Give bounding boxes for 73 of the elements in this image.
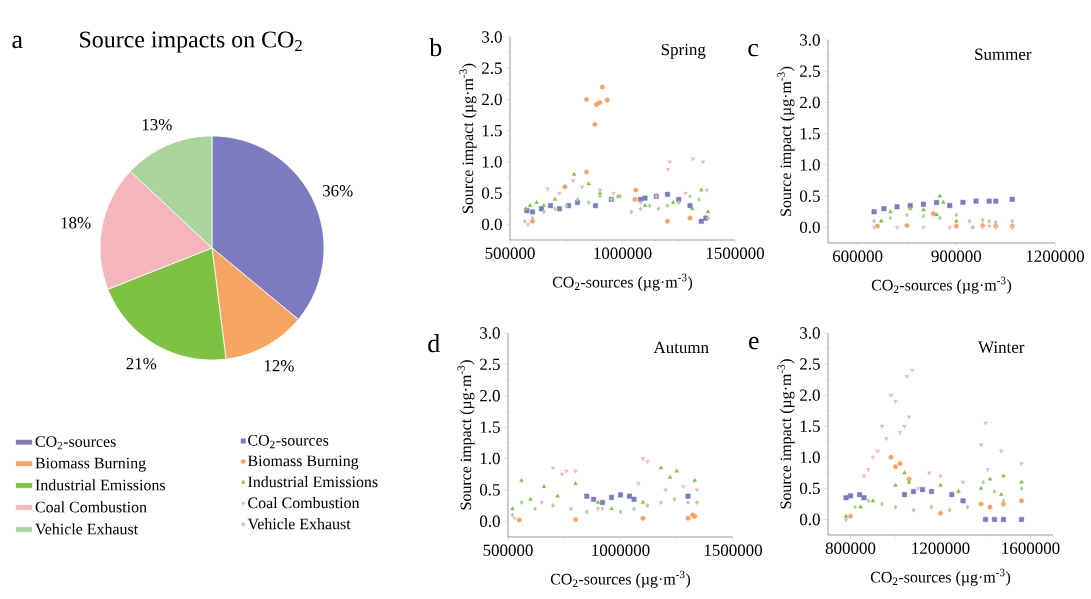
- y-tick-label: 2.5: [482, 62, 502, 74]
- legend-label: Vehicle Exhaust: [247, 518, 351, 530]
- x-tick-label: 1600000: [1002, 542, 1060, 554]
- x-tick-label: 1500000: [704, 544, 763, 556]
- y-axis-title: Source impact (µg·m$^{-3}$): [777, 359, 795, 509]
- data-label: 21%: [126, 357, 157, 370]
- y-tick-label: 2.0: [482, 93, 502, 106]
- chart-title: Spring: [661, 43, 706, 59]
- chart-title: Autumn: [653, 341, 709, 354]
- y-tick-label: 0.0: [479, 515, 500, 528]
- y-tick-label: 1.5: [800, 420, 820, 432]
- y-tick-label: 2.5: [800, 358, 820, 370]
- x-tick-label: 1200000: [1026, 250, 1085, 262]
- data-label: 36%: [322, 185, 353, 197]
- legend-label: Biomass Burning: [35, 457, 146, 472]
- y-tick-label: 1.0: [482, 156, 502, 168]
- y-tick-label: 0.5: [479, 484, 500, 496]
- chart-title: Summer: [975, 48, 1032, 61]
- data-label: 18%: [61, 217, 91, 229]
- text: c: [748, 43, 759, 57]
- y-tick-label: 2.5: [480, 358, 500, 371]
- y-tick-label: 3.0: [482, 31, 502, 43]
- legend-label: Coal Combustion: [35, 501, 147, 513]
- text: e: [749, 336, 759, 350]
- x-axis-title: CO$_{2}$-sources (µg·m$^{-3}$): [870, 568, 1011, 586]
- legend-label: Biomass Burning: [247, 455, 359, 470]
- y-tick-label: 2.5: [800, 65, 820, 77]
- text: a: [12, 35, 23, 49]
- legend-label: Coal Combustion: [248, 497, 360, 509]
- y-tick-label: 1.0: [800, 451, 820, 464]
- y-tick-label: 0.5: [481, 187, 502, 199]
- x-axis-title: CO$_{2}$-sources (µg·m$^{-3}$): [871, 276, 1012, 294]
- y-tick-label: 2.0: [800, 389, 820, 401]
- y-tick-label: 2.0: [480, 390, 500, 402]
- legend-label: Industrial Emissions: [248, 476, 378, 488]
- x-tick-label: 500000: [485, 247, 535, 259]
- y-tick-label: 1.5: [480, 421, 500, 433]
- legend-label: Vehicle Exhaust: [35, 523, 139, 535]
- x-axis-title: CO$_{2}$-sources (µg·m$^{-3}$): [552, 273, 693, 291]
- x-tick-label: 1000000: [592, 544, 650, 556]
- y-tick-label: 0.5: [799, 482, 820, 495]
- y-axis-title: Source impact (µg·m$^{-3}$): [457, 360, 475, 510]
- y-tick-label: 1.5: [800, 127, 820, 140]
- x-tick-label: 900000: [931, 250, 982, 262]
- data-label: 12%: [264, 360, 294, 372]
- x-tick-label: 800000: [825, 542, 876, 554]
- y-tick-label: 3.0: [800, 34, 820, 46]
- x-tick-label: 1000000: [594, 247, 652, 259]
- y-tick-label: 0.0: [481, 218, 502, 231]
- text: d: [428, 334, 440, 353]
- y-tick-label: 1.0: [800, 159, 820, 171]
- y-tick-label: 0.5: [799, 190, 820, 202]
- y-tick-label: 0.0: [799, 513, 820, 526]
- y-tick-label: 3.0: [800, 327, 820, 339]
- x-tick-label: 600000: [832, 250, 883, 262]
- x-tick-label: 1500000: [706, 247, 764, 259]
- y-tick-label: 2.0: [800, 96, 820, 109]
- x-axis-title: CO$_{2}$-sources (µg·m$^{-3}$): [550, 570, 691, 588]
- chart-title: Winter: [978, 341, 1025, 353]
- chart-title: Source impacts on CO$_{2}$: [80, 31, 302, 53]
- y-axis-title: Source impact (µg·m$^{-3}$): [777, 66, 795, 216]
- y-axis-title: Source impact (µg·m$^{-3}$): [459, 63, 477, 213]
- x-tick-label: 500000: [483, 544, 533, 556]
- y-tick-label: 1.0: [480, 452, 500, 465]
- y-tick-label: 0.0: [799, 221, 820, 234]
- data-label: 13%: [142, 118, 172, 131]
- text: b: [429, 38, 442, 57]
- legend-label: CO$_{2}$-sources: [248, 435, 329, 449]
- y-tick-label: 3.0: [480, 327, 500, 339]
- y-tick-label: 1.5: [482, 124, 502, 137]
- x-tick-label: 1200000: [912, 542, 970, 554]
- legend-label: Industrial Emissions: [35, 479, 166, 491]
- legend-label: CO$_{2}$-sources: [35, 436, 116, 450]
